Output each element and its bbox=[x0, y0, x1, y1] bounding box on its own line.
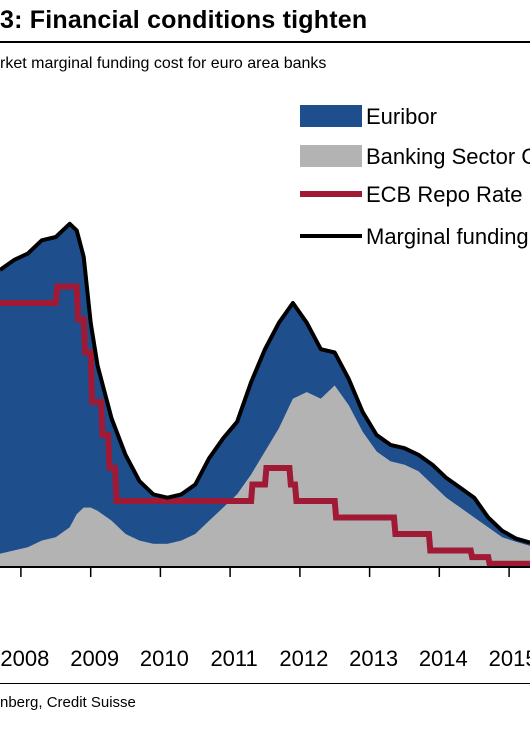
x-tick-label-2012: 2012 bbox=[279, 646, 328, 671]
legend-label-4: Marginal funding bbox=[366, 224, 529, 249]
legend-label-2: Banking Sector C bbox=[366, 144, 530, 169]
chart-title: 3: Financial conditions tighten bbox=[0, 6, 368, 34]
legend-label-1: Euribor bbox=[366, 104, 437, 129]
marginal-funding-line bbox=[0, 221, 530, 545]
legend-label-3: ECB Repo Rate bbox=[366, 182, 523, 207]
x-tick-label-2013: 2013 bbox=[349, 646, 398, 671]
x-tick-label-2010: 2010 bbox=[140, 646, 189, 671]
x-tick-label-2014: 2014 bbox=[419, 646, 468, 671]
legend-swatch-2 bbox=[300, 145, 362, 167]
x-tick-label-2009: 2009 bbox=[70, 646, 119, 671]
title-divider bbox=[0, 41, 530, 43]
source-note: nberg, Credit Suisse bbox=[0, 694, 136, 711]
chart-subtitle: rket marginal funding cost for euro area… bbox=[0, 55, 327, 72]
x-tick-label-2008: 2008 bbox=[0, 646, 49, 671]
x-tick-label-2011: 2011 bbox=[210, 646, 257, 671]
x-tick-label-2015: 2015 bbox=[489, 646, 530, 671]
legend-swatch-1 bbox=[300, 105, 362, 127]
ecb-repo-rate-line bbox=[0, 283, 530, 567]
source-divider bbox=[0, 683, 530, 684]
